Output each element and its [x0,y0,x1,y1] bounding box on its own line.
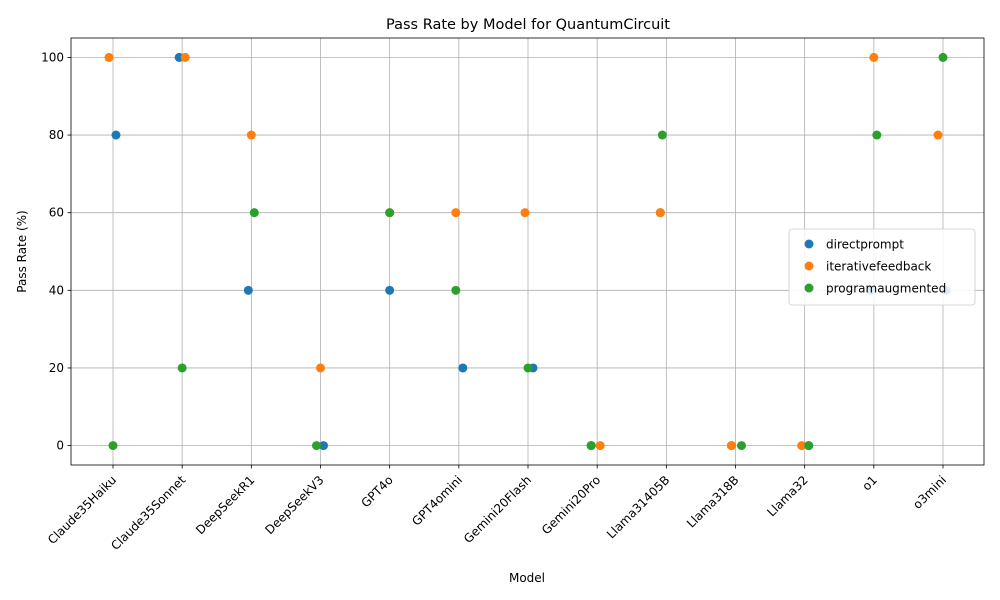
chart-title: Pass Rate by Model for QuantumCircuit [386,17,670,33]
data-point-programaugmented [249,208,259,218]
data-point-iterativefeedback [316,363,325,373]
data-point-programaugmented [737,441,746,451]
data-point-iterativefeedback [451,208,461,218]
data-point-programaugmented [872,130,882,140]
data-point-iterativefeedback [595,441,605,451]
y-tick-label: 100 [41,50,64,64]
y-tick-label: 60 [49,206,64,220]
legend-label: iterativefeedback [826,260,931,274]
data-point-programaugmented [804,441,814,451]
y-axis-ticks: 0 20 40 60 80 100 [41,50,71,453]
data-point-directprompt [458,363,468,373]
y-tick-label: 40 [49,283,64,297]
data-point-programaugmented [938,52,948,62]
data-point-programaugmented [385,208,395,218]
x-axis-label: Model [509,571,545,585]
data-point-directprompt [111,130,121,140]
data-point-directprompt [319,441,328,451]
data-point-directprompt [385,285,395,295]
data-point-programaugmented [523,363,533,373]
legend-marker-iterativefeedback [804,261,814,271]
y-tick-label: 0 [56,439,64,453]
data-point-iterativefeedback [655,208,665,218]
data-point-programaugmented [108,441,118,451]
data-point-iterativefeedback [246,130,256,140]
legend-marker-programaugmented [804,283,814,293]
legend-box [788,228,976,306]
data-point-programaugmented [586,441,596,451]
y-tick-label: 20 [49,361,64,375]
y-tick-label: 80 [49,128,64,142]
data-point-programaugmented [657,130,667,140]
legend-label: programaugmented [826,282,946,296]
data-point-iterativefeedback [180,52,190,62]
data-point-programaugmented [451,285,461,295]
y-axis-label: Pass Rate (%) [15,210,29,292]
data-point-programaugmented [312,441,321,451]
legend-marker-directprompt [804,239,814,249]
data-points [104,52,951,451]
data-point-iterativefeedback [869,52,879,62]
legend: directprompt iterativefeedback programaugm… [788,228,976,306]
data-point-iterativefeedback [520,208,530,218]
plot-frame [70,37,985,466]
data-point-iterativefeedback [104,52,114,62]
data-point-iterativefeedback [797,441,807,451]
data-point-iterativefeedback [933,130,943,140]
legend-label: directprompt [826,238,904,252]
data-point-programaugmented [177,363,187,373]
data-point-iterativefeedback [727,441,736,451]
data-point-directprompt [243,285,253,295]
